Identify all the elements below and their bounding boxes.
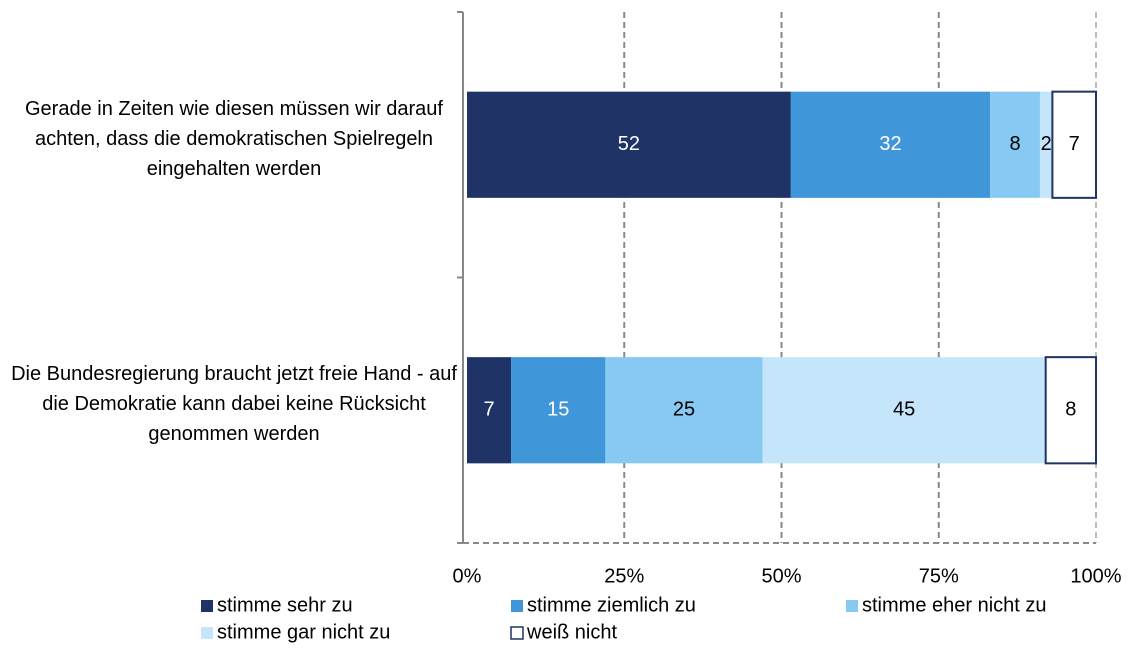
x-tick-label: 100% [1070,565,1121,587]
legend-label: stimme eher nicht zu [862,594,1047,616]
x-tick-label: 50% [761,565,801,587]
y-tick-label: Gerade in Zeiten wie diesen müssen wir d… [25,97,443,180]
data-label: 45 [893,399,915,421]
bar-segment [1044,356,1098,465]
data-label: 7 [483,399,494,421]
legend-label: stimme ziemlich zu [527,594,696,616]
x-tick-label: 25% [604,565,644,587]
legend-label: stimme sehr zu [217,594,353,616]
bar-segment [605,357,763,464]
data-label: 2 [1041,133,1052,155]
data-label: 15 [547,399,569,421]
bar-segment [990,91,1040,198]
bar-segment [467,357,512,464]
data-label: 32 [879,133,901,155]
legend-swatch [511,600,523,612]
data-label: 8 [1009,133,1020,155]
bar-segment [762,357,1046,464]
x-tick-label: 75% [919,565,959,587]
legend-swatch [846,600,858,612]
bar-segment [1051,90,1097,199]
data-label: 7 [1069,133,1080,155]
data-label: 52 [618,133,640,155]
bar-segment [790,91,991,198]
bar-segment [1039,91,1053,198]
bar-segment [467,91,791,198]
y-tick-label: Die Bundesregierung braucht jetzt freie … [11,363,457,446]
data-label: 8 [1065,399,1076,421]
data-label: 25 [673,399,695,421]
legend-swatch [201,627,213,639]
legend-swatch [510,626,524,640]
x-tick-label: 0% [453,565,482,587]
legend-label: weiß nicht [526,621,617,643]
legend-label: stimme gar nicht zu [217,621,390,643]
bar-segment [511,357,606,464]
legend-swatch [201,600,213,612]
